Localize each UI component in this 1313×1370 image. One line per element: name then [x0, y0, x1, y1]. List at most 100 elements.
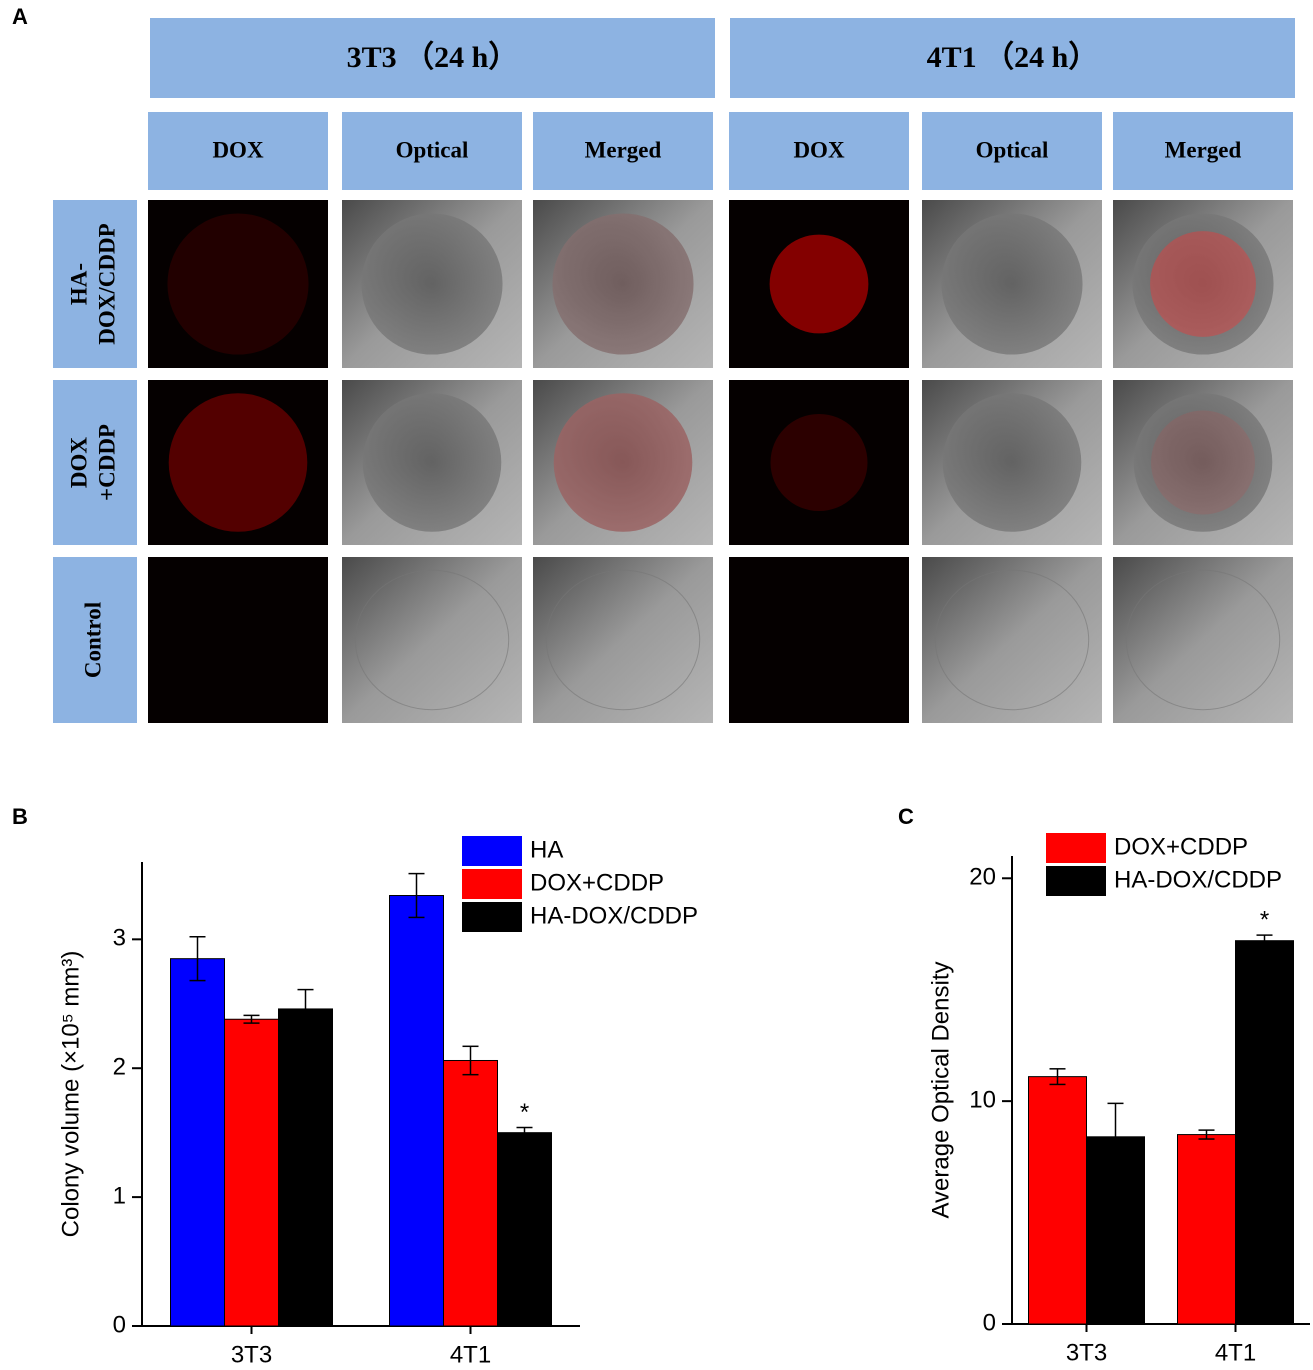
optical-image: [922, 557, 1102, 723]
spheroid: [553, 393, 693, 532]
y-tick-label: 20: [969, 864, 996, 891]
spheroid: [770, 413, 868, 512]
spheroid-overlay: [553, 393, 693, 532]
panel-label: A: [12, 4, 28, 29]
column-header-box: [922, 112, 1102, 190]
legend-label: DOX+CDDP: [530, 869, 664, 896]
column-header-box: [148, 112, 328, 190]
spheroid-overlay: [1151, 410, 1255, 515]
fluorescence-image: [148, 557, 328, 723]
y-tick-label: 2: [113, 1054, 126, 1081]
spheroid: [545, 569, 701, 711]
error-bar: [1107, 1102, 1124, 1171]
column-header-box: [1113, 112, 1293, 190]
row-label-box: [53, 380, 137, 545]
column-header-box: [729, 112, 909, 190]
spheroid: [167, 213, 309, 355]
column-header-box: [533, 112, 713, 190]
error-bar: [516, 1126, 533, 1139]
legend-swatch: [462, 836, 522, 866]
fluorescence-image: [729, 380, 909, 545]
y-tick-label: 1: [113, 1182, 126, 1209]
panel-label: B: [12, 804, 28, 829]
row-label: DOX/CDDP: [94, 223, 119, 344]
error-bar: [243, 1014, 260, 1024]
spheroid: [1133, 393, 1273, 532]
spheroid: [941, 213, 1083, 355]
bar: [497, 1132, 552, 1327]
column-header: DOX: [212, 137, 264, 162]
spheroid: [1132, 213, 1274, 355]
bar: [278, 1008, 333, 1327]
fluorescence-image: [729, 557, 909, 723]
fluorescence-image: [148, 200, 328, 368]
error-bar: [1256, 934, 1273, 948]
optical-image: [533, 557, 713, 723]
error-bar: [1049, 1068, 1066, 1086]
fluorescence-image: [148, 380, 328, 545]
spheroid: [362, 393, 502, 532]
optical-image: [1113, 557, 1293, 723]
panel-label: C: [898, 804, 914, 829]
spheroid: [1125, 569, 1281, 711]
row-label-box: [53, 200, 137, 368]
legend-swatch: [1046, 866, 1106, 896]
annotation: *: [1260, 906, 1269, 933]
x-tick-label: 4T1: [450, 1341, 491, 1368]
group-header: 3T3 （24 h）: [347, 40, 519, 74]
row-label: Control: [80, 602, 105, 678]
x-tick-label: 4T1: [1215, 1339, 1256, 1366]
bar: [1235, 940, 1294, 1325]
spheroid-overlay: [1150, 231, 1256, 337]
legend-label: HA-DOX/CDDP: [1114, 866, 1282, 893]
optical-image: [342, 557, 522, 723]
group-header-box: [150, 18, 715, 98]
annotation: *: [520, 1099, 529, 1126]
bar: [443, 1059, 498, 1327]
column-header: Merged: [585, 137, 662, 162]
bar: [170, 958, 225, 1327]
legend-label: HA: [530, 836, 563, 863]
row-label: HA-: [66, 263, 91, 305]
error-bar: [408, 872, 425, 919]
row-label-box: [53, 557, 137, 723]
column-header-box: [342, 112, 522, 190]
spheroid: [942, 393, 1082, 532]
error-bar: [297, 988, 314, 1030]
x-tick-label: 3T3: [231, 1341, 272, 1368]
spheroid-overlay: [552, 213, 694, 355]
group-header-box: [730, 18, 1295, 98]
row-label: DOX: [66, 437, 91, 489]
spheroid: [769, 234, 869, 334]
y-tick-label: 3: [113, 925, 126, 952]
spheroid: [168, 393, 308, 532]
column-header: Optical: [396, 137, 469, 162]
column-header: DOX: [793, 137, 845, 162]
y-tick-label: 0: [983, 1309, 996, 1336]
legend-label: HA-DOX/CDDP: [530, 902, 698, 929]
spheroid: [354, 569, 510, 711]
bar: [224, 1018, 279, 1327]
legend-label: DOX+CDDP: [1114, 833, 1248, 860]
legend-swatch: [462, 869, 522, 899]
y-axis-label: Average Optical Density: [927, 961, 954, 1218]
error-bar: [189, 936, 206, 982]
group-header: 4T1 （24 h）: [927, 40, 1099, 74]
error-bar: [462, 1045, 479, 1076]
row-label: +CDDP: [94, 424, 119, 501]
bar: [389, 895, 444, 1327]
bar: [1028, 1076, 1087, 1325]
error-bar: [1198, 1129, 1215, 1140]
column-header: Optical: [976, 137, 1049, 162]
legend-swatch: [462, 902, 522, 932]
column-header: Merged: [1165, 137, 1242, 162]
legend-swatch: [1046, 833, 1106, 863]
y-axis-label: Colony volume (×10⁵ mm³): [57, 951, 84, 1238]
bar: [1177, 1134, 1236, 1325]
y-tick-label: 10: [969, 1086, 996, 1113]
spheroid: [934, 569, 1090, 711]
y-tick-label: 0: [113, 1311, 126, 1338]
spheroid: [361, 213, 503, 355]
spheroid: [552, 213, 694, 355]
